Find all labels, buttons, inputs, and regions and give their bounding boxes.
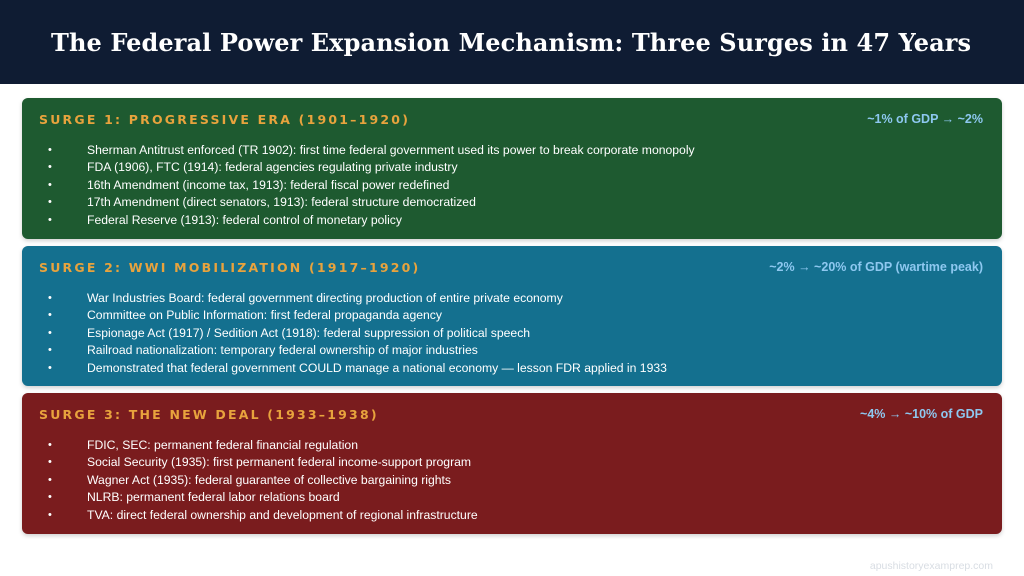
list-item: • Social Security (1935): first permanent…: [22, 454, 1002, 471]
list-item: • FDA (1906), FTC (1914): federal agencie…: [22, 159, 1002, 176]
bullet-icon: •: [48, 178, 52, 191]
list-item-text: Federal Reserve (1913): federal control …: [87, 212, 402, 227]
list-item: • TVA: direct federal ownership and devel…: [22, 507, 1002, 524]
list-item: • NLRB: permanent federal labor relations…: [22, 489, 1002, 506]
surge-2-gdp-stat: ~2% → ~20% of GDP (wartime peak): [769, 260, 983, 274]
bullet-icon: •: [48, 508, 52, 521]
bullet-icon: •: [48, 161, 52, 174]
list-item-text: 16th Amendment (income tax, 1913): feder…: [87, 177, 450, 192]
list-item: • 16th Amendment (income tax, 1913): fede…: [22, 177, 1002, 194]
bullet-icon: •: [48, 491, 52, 504]
title-bar: The Federal Power Expansion Mechanism: T…: [0, 0, 1024, 84]
surge-2-list: • War Industries Board: federal governmen…: [22, 290, 1002, 377]
surge-1-heading: SURGE 1: PROGRESSIVE ERA (1901–1920): [39, 112, 411, 127]
bullet-icon: •: [48, 344, 52, 357]
surge-3-list: • FDIC, SEC: permanent federal financial …: [22, 437, 1002, 524]
surge-1-card: SURGE 1: PROGRESSIVE ERA (1901–1920) ~1%…: [22, 98, 1002, 239]
list-item-text: 17th Amendment (direct senators, 1913): …: [87, 195, 476, 210]
list-item-text: Demonstrated that federal government COU…: [87, 360, 667, 375]
list-item: • FDIC, SEC: permanent federal financial …: [22, 437, 1002, 454]
surge-3-heading: SURGE 3: THE NEW DEAL (1933–1938): [39, 407, 379, 422]
list-item: • Espionage Act (1917) / Sedition Act (19…: [22, 325, 1002, 342]
list-item-text: FDIC, SEC: permanent federal financial r…: [87, 438, 358, 452]
surge-3-gdp-stat: ~4% → ~10% of GDP: [860, 407, 983, 421]
list-item-text: Wagner Act (1935): federal guarantee of …: [87, 472, 452, 487]
surge-3-card: SURGE 3: THE NEW DEAL (1933–1938) ~4% → …: [22, 393, 1002, 534]
list-item-text: Sherman Antitrust enforced (TR 1902): fi…: [87, 143, 695, 157]
bullet-icon: •: [48, 292, 52, 304]
bullet-icon: •: [48, 473, 52, 486]
list-item-text: Railroad nationalization: temporary fede…: [87, 343, 478, 358]
bullet-icon: •: [48, 144, 52, 156]
list-item: • Sherman Antitrust enforced (TR 1902): f…: [22, 142, 1002, 159]
bullet-icon: •: [48, 309, 52, 322]
list-item-text: TVA: direct federal ownership and develo…: [87, 507, 478, 522]
list-item-text: Social Security (1935): first permanent …: [87, 455, 472, 470]
list-item: • Federal Reserve (1913): federal control…: [22, 212, 1002, 229]
bullet-icon: •: [48, 456, 52, 469]
list-item: • Railroad nationalization: temporary fed…: [22, 342, 1002, 359]
list-item-text: Committee on Public Information: first f…: [87, 308, 442, 323]
bullet-icon: •: [48, 326, 52, 339]
list-item-text: War Industries Board: federal government…: [87, 291, 563, 305]
list-item-text: NLRB: permanent federal labor relations …: [87, 490, 340, 505]
bullet-icon: •: [48, 439, 52, 451]
list-item: • 17th Amendment (direct senators, 1913):…: [22, 194, 1002, 211]
surge-1-gdp-stat: ~1% of GDP → ~2%: [867, 112, 983, 126]
bullet-icon: •: [48, 213, 52, 226]
list-item-text: Espionage Act (1917) / Sedition Act (191…: [87, 325, 531, 340]
surge-1-list: • Sherman Antitrust enforced (TR 1902): f…: [22, 142, 1002, 229]
list-item-text: FDA (1906), FTC (1914): federal agencies…: [87, 160, 458, 175]
list-item: • Committee on Public Information: first …: [22, 307, 1002, 324]
list-item: • War Industries Board: federal governmen…: [22, 290, 1002, 307]
surge-2-card: SURGE 2: WWI MOBILIZATION (1917–1920) ~2…: [22, 246, 1002, 386]
bullet-icon: •: [48, 361, 52, 374]
list-item: • Wagner Act (1935): federal guarantee of…: [22, 472, 1002, 489]
surge-2-heading: SURGE 2: WWI MOBILIZATION (1917–1920): [39, 260, 421, 275]
list-item: • Demonstrated that federal government CO…: [22, 360, 1002, 377]
page-title: The Federal Power Expansion Mechanism: T…: [51, 28, 972, 57]
bullet-icon: •: [48, 196, 52, 209]
footer-source: apushistoryexamprep.com: [869, 560, 993, 572]
